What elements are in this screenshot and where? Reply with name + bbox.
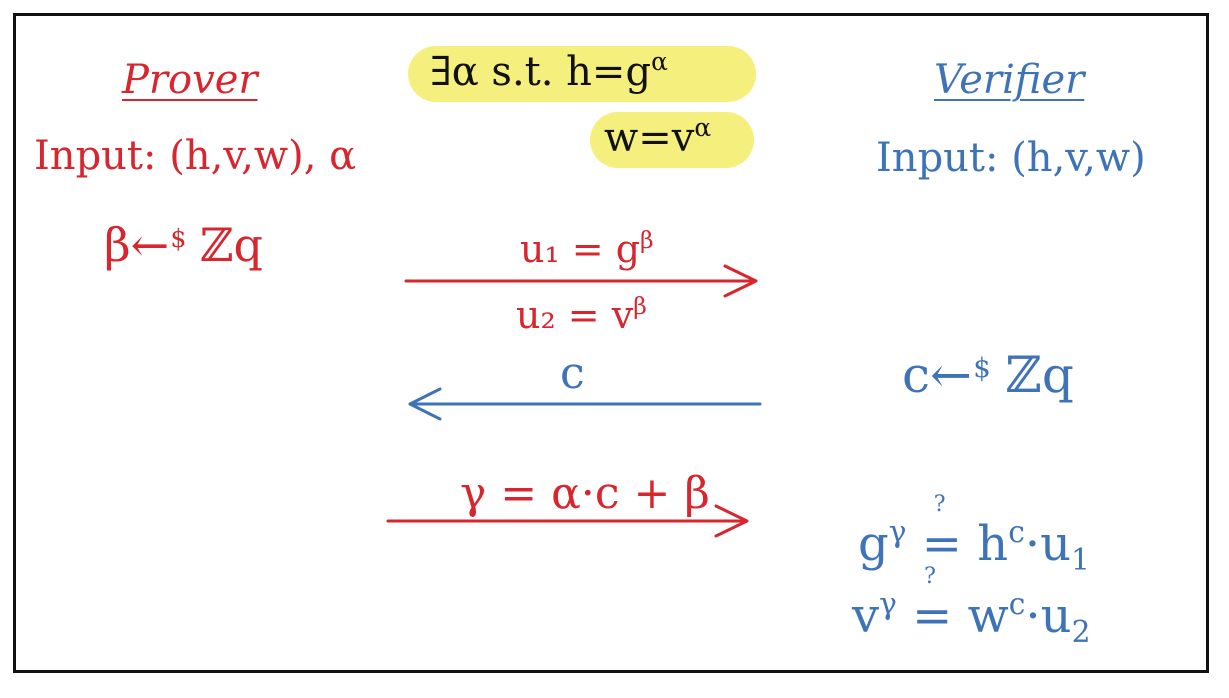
prover-input: Input: (h,v,w), α <box>34 136 356 176</box>
verification-check-2: vγ ? = wc·u2 <box>852 564 1091 651</box>
verifier-sampling: c←$ ℤq <box>902 350 1074 400</box>
check-question-2: ? = <box>912 564 953 644</box>
verifier-input-label: Input: <box>876 135 999 181</box>
statement-alpha-exp-2: α <box>694 113 712 143</box>
arrow-commitment <box>404 264 758 298</box>
statement-highlight-2 <box>590 112 754 168</box>
message-1-bottom: u₂ = vβ <box>516 291 647 337</box>
random-marker-verifier: $ <box>973 351 991 384</box>
beta-variable: β <box>104 218 131 272</box>
arrow-response <box>386 504 749 538</box>
message-2: c <box>560 348 585 399</box>
group-zq: ℤq <box>199 218 263 272</box>
check-question-1: ? = <box>921 492 962 572</box>
prover-input-label: Input: <box>34 133 157 179</box>
group-zq-verifier: ℤq <box>1005 346 1074 404</box>
statement-alpha-exp-1: α <box>651 47 668 77</box>
prover-input-values: (h,v,w), α <box>169 133 357 179</box>
arrow-challenge <box>408 387 762 421</box>
random-marker: $ <box>170 224 187 254</box>
statement-line-2: w=vα <box>604 113 712 161</box>
sample-arrow-verifier: ← <box>930 346 972 404</box>
verifier-input-values: (h,v,w) <box>1011 135 1146 181</box>
prover-sampling: β←$ ℤq <box>104 222 263 268</box>
message-1-top: u₁ = gβ <box>520 225 654 271</box>
message-3: γ = α·c + β <box>460 468 710 519</box>
sample-arrow: ← <box>130 218 170 272</box>
prover-title: Prover <box>122 57 258 103</box>
verifier-title: Verifier <box>934 57 1085 103</box>
challenge-variable: c <box>902 346 931 404</box>
statement-highlight-1 <box>408 46 756 102</box>
verification-check-1: gγ ? = hc·u1 <box>858 492 1090 579</box>
verifier-input: Input: (h,v,w) <box>876 138 1146 178</box>
statement-line-1: ∃α s.t. h=gα <box>430 47 668 95</box>
